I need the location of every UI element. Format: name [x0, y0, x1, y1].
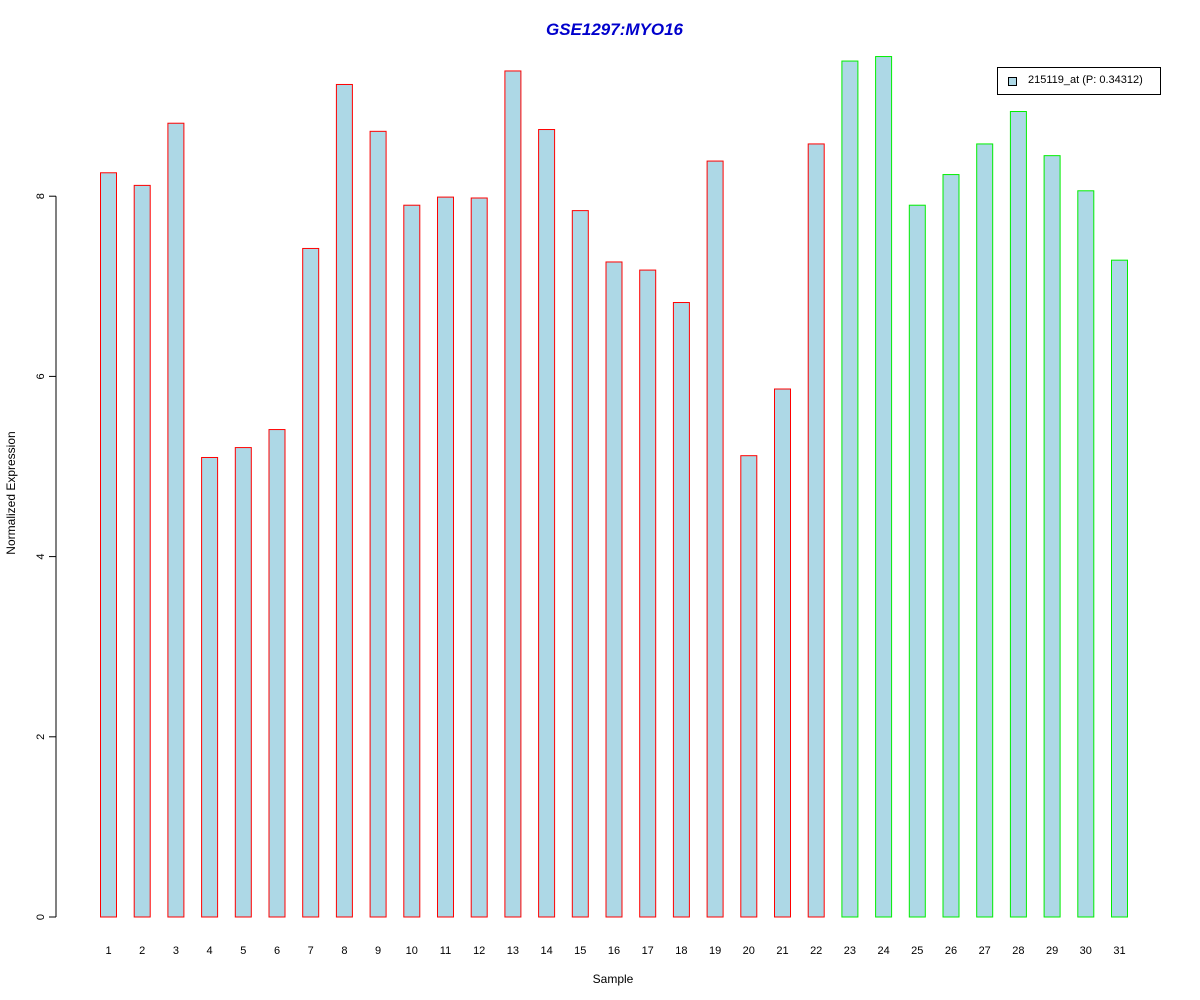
- x-tick-label: 17: [642, 945, 654, 957]
- x-tick-label: 15: [574, 945, 586, 957]
- bar: [841, 60, 859, 918]
- bar: [1009, 111, 1027, 918]
- chart-title: GSE1297:MYO16: [545, 20, 683, 39]
- x-tick-label: 18: [675, 945, 687, 957]
- x-tick-label: 25: [911, 945, 923, 957]
- x-tick-label: 22: [810, 945, 822, 957]
- bar: [875, 56, 893, 918]
- x-tick-label: 11: [440, 945, 451, 957]
- bar: [403, 204, 421, 918]
- bar: [740, 455, 758, 918]
- bar: [1077, 190, 1095, 918]
- x-tick-label: 23: [844, 945, 856, 957]
- x-tick-label: 21: [776, 945, 788, 957]
- bar: [1111, 259, 1128, 918]
- x-tick-label: 8: [341, 945, 347, 957]
- bars: [100, 56, 1128, 918]
- bar: [133, 184, 151, 918]
- bar: [538, 129, 556, 918]
- bar: [706, 160, 724, 918]
- y-tick-label: 4: [35, 554, 47, 560]
- bar: [167, 122, 185, 918]
- bar: [335, 83, 353, 918]
- bar: [976, 143, 994, 918]
- x-tick-label: 14: [540, 945, 552, 957]
- bar: [672, 302, 690, 918]
- x-tick-label: 7: [308, 945, 314, 957]
- x-tick-label: 31: [1113, 945, 1125, 957]
- bar: [369, 130, 387, 918]
- y-tick-label: 6: [35, 373, 47, 379]
- x-tick-label: 6: [274, 945, 280, 957]
- x-tick-label: 9: [375, 945, 381, 957]
- x-tick-label: 27: [979, 945, 991, 957]
- x-tick-label: 12: [473, 945, 485, 957]
- x-tick-label: 24: [877, 945, 889, 957]
- bar: [268, 429, 286, 918]
- bar: [201, 456, 219, 918]
- bar: [100, 172, 117, 918]
- bar: [605, 261, 623, 918]
- x-tick-label: 1: [105, 945, 111, 957]
- legend-swatch: [1008, 77, 1017, 86]
- x-tick-label: 10: [406, 945, 418, 957]
- bar: [470, 197, 488, 918]
- x-tick-labels: 1 2 3 4 5 6 7 8 9 10 11 12 13 14 15 16 17 18 19 20 21 22 23 24 2…: [105, 945, 1125, 957]
- x-tick-label: 13: [507, 945, 519, 957]
- y-axis-label: Normalized Expression: [4, 431, 18, 554]
- x-tick-label: 4: [207, 945, 213, 957]
- y-axis: 0 2 4 6 8: [35, 193, 57, 920]
- x-tick-label: 20: [743, 945, 755, 957]
- bar: [908, 204, 926, 918]
- y-tick-label: 8: [35, 193, 47, 199]
- x-tick-label: 3: [173, 945, 179, 957]
- bar: [437, 196, 454, 918]
- x-tick-label: 16: [608, 945, 620, 957]
- x-tick-label: 5: [240, 945, 246, 957]
- x-tick-label: 29: [1046, 945, 1058, 957]
- legend-label: 215119_at (P: 0.34312): [1028, 74, 1143, 86]
- bar: [774, 388, 791, 918]
- x-tick-label: 2: [139, 945, 145, 957]
- bar: [807, 143, 825, 918]
- bar: [1043, 155, 1061, 918]
- y-tick-label: 2: [35, 734, 47, 740]
- x-tick-label: 30: [1080, 945, 1092, 957]
- bar: [639, 269, 657, 918]
- bar: [942, 174, 960, 918]
- bar: [571, 210, 589, 918]
- bar: [302, 247, 320, 918]
- legend: 215119_at (P: 0.34312): [997, 67, 1161, 95]
- y-tick-label: 0: [35, 914, 47, 920]
- x-tick-label: 26: [945, 945, 957, 957]
- x-tick-label: 28: [1012, 945, 1024, 957]
- x-tick-label: 19: [709, 945, 721, 957]
- bar: [504, 70, 522, 918]
- bar: [234, 447, 252, 918]
- x-axis-label: Sample: [593, 972, 634, 986]
